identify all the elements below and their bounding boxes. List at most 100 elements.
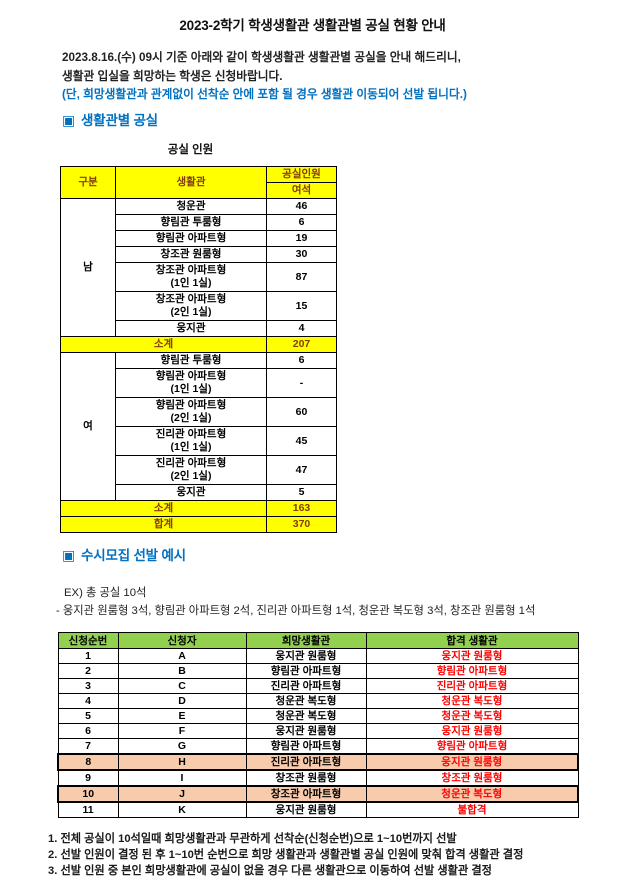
applicant-cell: C (117, 678, 247, 694)
intro-line-2: 생활관 입실을 희망하는 학생은 신청바랍니다. (62, 69, 283, 83)
assigned-hall-cell: 웅지관 원룸형 (365, 648, 579, 664)
table-row: 창조관 아파트형 (1인 1실) 87 (61, 262, 337, 292)
hall-name-cell: 웅지관 (115, 320, 267, 337)
subtotal-value: 163 (266, 500, 337, 517)
col-header-desired-hall: 희망생활관 (245, 632, 367, 649)
hall-name: 향림관 투룸형 (160, 216, 222, 228)
total-label: 합계 (60, 516, 267, 533)
apply-no-cell: 7 (57, 738, 119, 755)
apply-no-cell: 11 (57, 801, 119, 818)
apply-no-cell: 5 (57, 708, 119, 724)
total-value: 370 (266, 516, 337, 533)
hall-name-cell: 청운관 (115, 198, 267, 215)
assigned-hall-cell: 불합격 (365, 801, 579, 818)
hall-name: 향림관 아파트형 (155, 370, 227, 382)
applicant-cell: F (117, 723, 247, 739)
subtotal-value: 207 (266, 336, 337, 353)
total-row: 합계 370 (60, 516, 337, 533)
hall-name: 향림관 투룸형 (160, 354, 222, 366)
table-row: 향림관 아파트형 (1인 1실) - (61, 368, 337, 398)
table-row: 4 D 청운관 복도형 청운관 복도형 (57, 693, 579, 709)
vacancy-count-cell: 45 (266, 426, 337, 456)
hall-name-cell: 진리관 아파트형 (1인 1실) (115, 426, 267, 456)
applicant-cell: G (117, 738, 247, 755)
table-row: 진리관 아파트형 (1인 1실) 45 (61, 426, 337, 456)
vacancy-count-cell: 47 (266, 455, 337, 485)
vacancy-count-cell: 19 (266, 230, 337, 247)
hall-name: 진리관 아파트형 (155, 428, 227, 440)
section1-heading-label: 생활관별 공실 (81, 113, 158, 128)
hall-name-cell: 향림관 투룸형 (115, 352, 267, 369)
note-line-3: 3. 선발 인원 중 본인 희망생활관에 공실이 없을 경우 다른 생활관으로 … (48, 865, 492, 877)
gender-label-female: 여 (60, 352, 116, 501)
hall-name: 진리관 아파트형 (155, 457, 227, 469)
applicant-cell: I (117, 769, 247, 787)
apply-no-cell: 10 (57, 785, 119, 803)
apply-no-cell: 2 (57, 663, 119, 679)
assigned-hall-cell: 청운관 복도형 (365, 708, 579, 724)
hall-name: 웅지관 (176, 486, 206, 498)
assigned-hall-cell: 청운관 복도형 (365, 693, 579, 709)
vacancy-table: 구분 생활관 공실인원 여석 남 청운관 46 향림관 투룸형 6 향림관 아파… (60, 166, 337, 533)
table-row: 3 C 진리관 아파트형 진리관 아파트형 (57, 678, 579, 694)
applicant-cell: J (117, 785, 247, 803)
intro-paragraph: 2023.8.16.(수) 09시 기준 아래와 같이 학생생활관 생활관별 공… (62, 49, 467, 105)
intro-note: (단, 희망생활관과 관계없이 선착순 안에 포함 될 경우 생활관 이동되어 … (62, 88, 467, 101)
gender-label-male: 남 (60, 198, 116, 337)
assigned-hall-cell: 웅지관 원룸형 (365, 753, 579, 771)
vacancy-count-cell: 46 (266, 198, 337, 215)
table-row: 여 향림관 투룸형 6 (60, 352, 337, 501)
table-row: 진리관 아파트형 (2인 1실) 47 (61, 455, 337, 485)
vacancy-count-cell: 5 (266, 484, 337, 501)
hall-name-sub: (2인 1실) (170, 412, 212, 424)
hall-name-sub: (2인 1실) (170, 306, 212, 318)
desired-hall-cell: 향림관 아파트형 (245, 738, 367, 755)
vacancy-count-cell: 60 (266, 397, 337, 427)
table-row: 1 A 웅지관 원룸형 웅지관 원룸형 (57, 648, 579, 664)
highlighted-row: 10 J 창조관 아파트형 청운관 복도형 (57, 785, 579, 803)
vacancy-count-cell: 6 (266, 352, 337, 369)
section2-heading: ▣ 수시모집 선발 예시 (62, 544, 186, 564)
assigned-hall-cell: 창조관 원룸형 (365, 769, 579, 787)
selection-example-table: 신청순번 신청자 희망생활관 합격 생활관 1 A 웅지관 원룸형 웅지관 원룸… (57, 632, 579, 818)
col-header-applicant: 신청자 (117, 632, 247, 649)
assigned-hall-cell: 향림관 아파트형 (365, 738, 579, 755)
example-line-1: EX) 총 공실 10석 (64, 587, 147, 599)
applicant-cell: A (117, 648, 247, 664)
vacancy-table-title: 공실 인원 (167, 144, 214, 156)
table-row: 11 K 웅지관 원룸형 불합격 (57, 801, 579, 818)
example-paragraph: EX) 총 공실 10석 - 웅지관 원룸형 3석, 향림관 아파트형 2석, … (56, 584, 535, 620)
desired-hall-cell: 창조관 원룸형 (245, 769, 367, 787)
applicant-cell: B (117, 663, 247, 679)
desired-hall-cell: 진리관 아파트형 (245, 678, 367, 694)
hall-name: 향림관 아파트형 (155, 399, 227, 411)
subtotal-row-female: 소계 163 (60, 500, 337, 517)
assigned-hall-cell: 청운관 복도형 (365, 785, 579, 803)
col-header-vacancy: 공실인원 (266, 166, 337, 183)
table-row: 6 F 웅지관 원룸형 웅지관 원룸형 (57, 723, 579, 739)
applicant-cell: H (117, 753, 247, 771)
hall-name-cell: 향림관 아파트형 (2인 1실) (115, 397, 267, 427)
col-header-hall: 생활관 (115, 166, 267, 199)
hall-name-cell: 향림관 아파트형 (115, 230, 267, 247)
desired-hall-cell: 향림관 아파트형 (245, 663, 367, 679)
hall-name-cell: 창조관 아파트형 (1인 1실) (115, 262, 267, 292)
intro-line-1: 2023.8.16.(수) 09시 기준 아래와 같이 학생생활관 생활관별 공… (62, 51, 461, 64)
hall-name-cell: 향림관 아파트형 (1인 1실) (115, 368, 267, 398)
hall-name: 향림관 아파트형 (155, 232, 227, 244)
applicant-cell: K (117, 801, 247, 818)
hall-name: 창조관 아파트형 (155, 293, 227, 305)
footer-notes: 1. 전체 공실이 10석일때 희망생활관과 무관하게 선착순(신청순번)으로 … (48, 831, 523, 879)
hall-name-sub: (2인 1실) (170, 470, 212, 482)
selection-header-row: 신청순번 신청자 희망생활관 합격 생활관 (57, 632, 579, 649)
hall-name-sub: (1인 1실) (170, 383, 212, 395)
section-square-icon: ▣ (62, 112, 76, 128)
note-line-1: 1. 전체 공실이 10석일때 희망생활관과 무관하게 선착순(신청순번)으로 … (48, 833, 457, 845)
apply-no-cell: 1 (57, 648, 119, 664)
hall-name: 청운관 (176, 200, 206, 212)
hall-name-sub: (1인 1실) (170, 277, 212, 289)
desired-hall-cell: 웅지관 원룸형 (245, 801, 367, 818)
hall-name: 창조관 아파트형 (155, 264, 227, 276)
hall-name-sub: (1인 1실) (170, 441, 212, 453)
